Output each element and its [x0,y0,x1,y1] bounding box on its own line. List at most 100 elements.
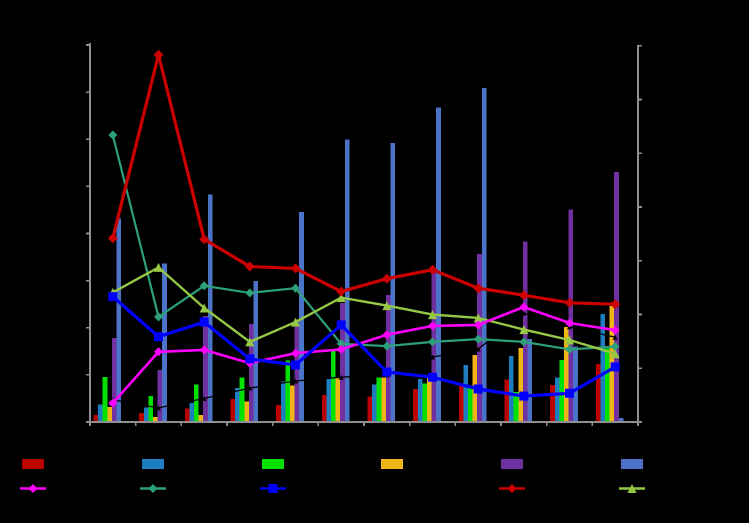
yellow-green-line-path [112,265,616,355]
bar [413,389,418,422]
marker-diamond [519,337,529,347]
bar [294,319,300,422]
bar [427,376,432,422]
bar [595,364,601,422]
marker-square [245,354,255,364]
bar [513,391,519,422]
legend-bar-swatch [621,459,643,469]
legend-item-col5 [499,459,525,493]
y-axis-right [637,44,642,423]
bar [550,384,555,422]
marker-diamond [107,233,118,244]
marker-triangle [154,262,163,272]
marker-triangle [428,310,437,320]
marker-square [473,384,483,394]
marker-diamond [565,318,574,328]
green-bars [102,348,610,422]
marker-diamond [336,344,346,354]
bar [299,211,304,422]
y-axis-left [86,43,91,423]
marker-diamond [244,261,255,272]
bar-series-layer [93,87,624,423]
bar [139,413,144,422]
bar [367,396,373,422]
steel-blue-bars [98,314,605,422]
marker-diamond [28,484,38,493]
marker-triangle [382,301,392,311]
bar [235,388,240,422]
marker-triangle [473,313,483,323]
bar [102,377,108,422]
blue-line-path [111,295,617,398]
marker-triangle [247,385,253,391]
marker-diamond [245,288,255,298]
bar [285,360,290,422]
bar [184,408,190,422]
bar [605,348,610,422]
marker-diamond [154,312,163,322]
dark-red-bars [93,364,601,422]
bar [564,326,569,422]
bar [468,386,473,422]
red-line-path [111,54,616,306]
bar [116,218,122,422]
marker-diamond [507,484,517,493]
bar [280,381,286,422]
bar [331,349,336,422]
bar [93,414,99,422]
marker-diamond [610,325,620,335]
bar [290,385,295,422]
bar [458,382,464,422]
bar [463,365,468,422]
bar [198,414,204,422]
marker-square [565,388,574,398]
cornflower-bars [116,87,624,423]
marker-triangle [565,335,574,345]
bar [390,143,396,422]
bar [417,379,423,422]
bar [372,384,377,422]
bar [157,370,163,422]
marker-diamond [428,321,437,331]
bar [143,407,149,422]
bar [148,396,153,422]
marker-diamond [382,330,392,340]
marker-square [154,332,163,342]
legend-bar-swatch [22,459,44,469]
marker-diamond [199,234,210,245]
marker-triangle [338,374,344,380]
bar [111,338,117,422]
bar [194,384,199,422]
marker-diamond [428,337,437,347]
red-line [107,49,621,310]
blue-line [108,292,620,401]
marker-triangle [291,317,300,327]
legend-item-col3 [260,459,286,493]
marker-diamond [473,320,483,330]
legend-bar-swatch [501,459,523,469]
marker-diamond [153,49,164,60]
bar [189,403,194,422]
marker-diamond [610,342,620,352]
legend-item-col4 [379,459,405,493]
bar [230,398,236,422]
bar [504,379,510,422]
marker-diamond [336,286,347,297]
marker-square [519,391,529,401]
bar [276,405,281,422]
marker-diamond [610,299,621,310]
marker-diamond [148,484,158,493]
bar [554,377,560,422]
marker-triangle [336,293,346,303]
marker-triangle [245,337,255,347]
marker-diamond [290,263,301,274]
bar [431,270,437,422]
bar [253,281,259,422]
bar [98,404,103,422]
bar [321,395,327,422]
marker-square [268,484,278,493]
marker-triangle [610,349,620,359]
bar [518,348,523,422]
